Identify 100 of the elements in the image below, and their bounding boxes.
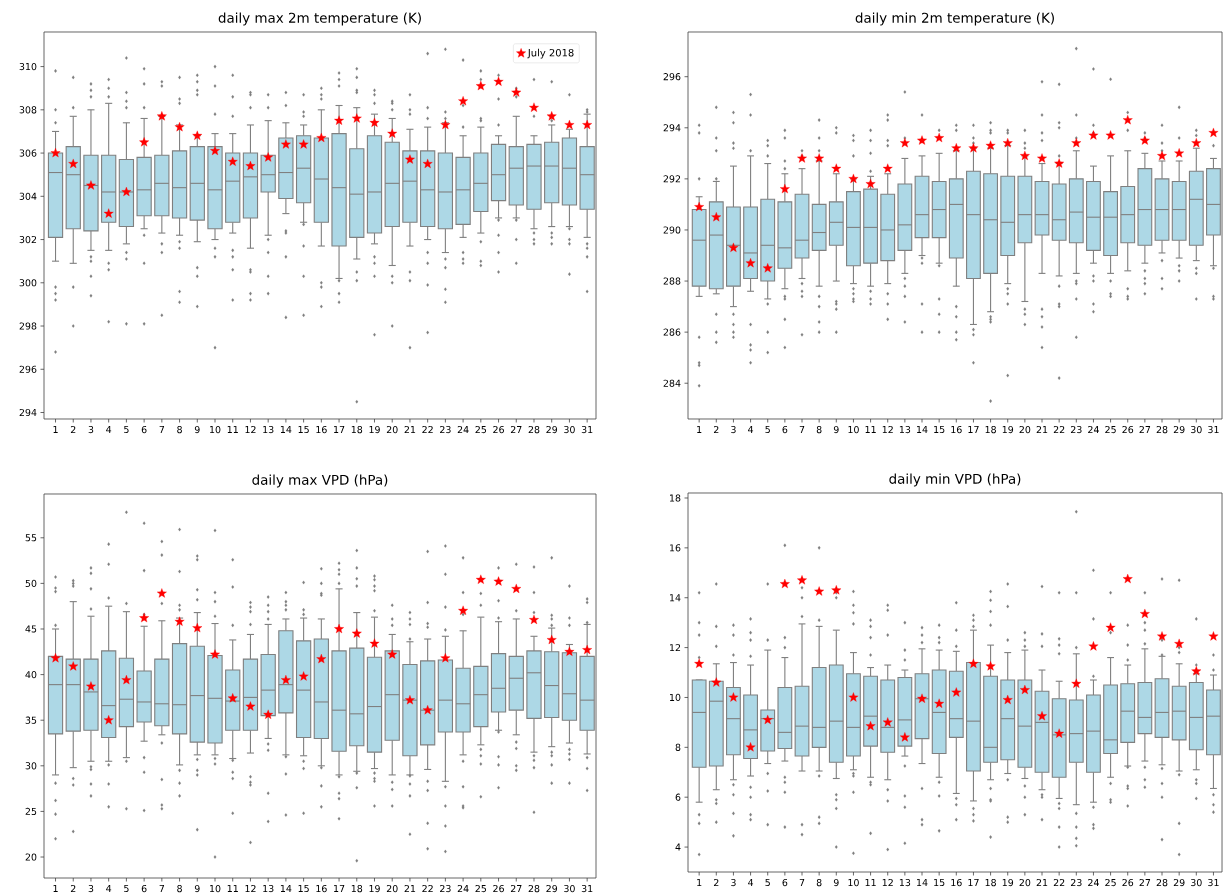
x-tick-label: 7 <box>159 426 165 433</box>
x-tick-label: 6 <box>782 425 788 434</box>
x-tick-label: 23 <box>1070 879 1082 887</box>
x-tick-label: 27 <box>1139 879 1151 887</box>
x-tick-label: 11 <box>865 879 876 886</box>
x-tick-label: 27 <box>510 885 522 893</box>
x-tick-label: 1 <box>53 885 58 892</box>
x-tick-label: 2 <box>70 426 76 434</box>
x-tick-label: 8 <box>177 885 182 893</box>
x-tick-label: 26 <box>1122 879 1134 887</box>
x-tick-label: 28 <box>1156 425 1168 434</box>
x-tick-label: 10 <box>848 425 859 434</box>
x-tick-label: 20 <box>386 885 398 893</box>
x-tick-label: 20 <box>1019 425 1031 434</box>
x-tick-label: 6 <box>141 426 147 434</box>
x-tick-label: 23 <box>1070 425 1082 434</box>
x-tick-label: 13 <box>899 425 911 434</box>
x-tick-label: 22 <box>422 426 433 434</box>
x-tick-label: 8 <box>816 879 822 887</box>
x-tick-label: 15 <box>298 885 309 893</box>
x-tick-label: 5 <box>765 879 770 887</box>
x-tick-label: 22 <box>1053 879 1065 887</box>
x-tick-label: 11 <box>227 885 238 892</box>
y-tick-label: 294 <box>19 408 37 417</box>
y-tick-label: 8 <box>675 743 681 751</box>
x-tick-label: 12 <box>882 425 893 434</box>
y-tick-label: 308 <box>19 106 37 114</box>
x-tick-label: 8 <box>177 426 182 434</box>
x-tick-label: 21 <box>1036 879 1048 887</box>
x-tick-label: 17 <box>334 426 345 433</box>
y-tick-label: 304 <box>19 192 37 200</box>
y-tick-label: 284 <box>663 379 681 387</box>
x-tick-label: 9 <box>833 879 839 887</box>
x-tick-label: 26 <box>1122 425 1134 434</box>
x-tick-label: 22 <box>1053 425 1065 434</box>
y-tick-label: 25 <box>25 807 37 815</box>
x-tick-label: 26 <box>493 426 504 434</box>
y-tick-label: 40 <box>25 671 37 679</box>
x-tick-label: 27 <box>1139 425 1151 434</box>
x-tick-label: 30 <box>564 885 575 893</box>
x-tick-label: 29 <box>546 885 558 893</box>
x-tick-label: 20 <box>386 426 398 434</box>
legend-label: July 2018 <box>527 48 574 59</box>
x-tick-label: 5 <box>124 885 129 893</box>
x-tick-label: 14 <box>917 425 928 433</box>
x-tick-label: 31 <box>1208 425 1219 434</box>
x-tick-label: 12 <box>245 426 256 434</box>
x-tick-label: 18 <box>351 426 363 434</box>
x-tick-label: 12 <box>245 885 256 893</box>
y-tick-label: 16 <box>670 544 681 552</box>
x-tick-label: 19 <box>1002 425 1014 434</box>
x-tick-label: 31 <box>581 885 593 893</box>
x-tick-label: 13 <box>263 885 274 893</box>
x-tick-label: 19 <box>1002 879 1014 887</box>
x-tick-label: 15 <box>934 425 945 434</box>
x-tick-label: 19 <box>369 885 380 893</box>
x-tick-label: 28 <box>528 885 540 893</box>
y-tick-label: 296 <box>19 365 37 373</box>
x-tick-label: 2 <box>713 879 719 887</box>
x-tick-label: 9 <box>833 425 839 434</box>
y-tick-label: 296 <box>663 73 681 81</box>
x-tick-label: 30 <box>564 426 575 434</box>
x-tick-label: 25 <box>475 885 487 893</box>
x-tick-label: 12 <box>882 879 893 887</box>
x-tick-label: 21 <box>404 426 416 434</box>
x-tick-label: 14 <box>917 879 928 886</box>
x-tick-label: 17 <box>334 885 345 892</box>
x-tick-label: 16 <box>951 879 962 887</box>
x-tick-label: 14 <box>280 426 292 433</box>
x-tick-label: 25 <box>1105 425 1116 434</box>
x-tick-label: 28 <box>1156 879 1168 887</box>
x-tick-label: 3 <box>88 885 94 893</box>
x-tick-label: 11 <box>865 425 876 433</box>
x-tick-label: 26 <box>493 885 504 893</box>
y-tick-label: 4 <box>675 843 681 851</box>
x-tick-label: 23 <box>440 426 451 434</box>
x-tick-label: 5 <box>124 426 129 434</box>
x-tick-label: 7 <box>159 885 165 892</box>
x-tick-label: 21 <box>404 885 416 893</box>
x-tick-label: 31 <box>581 426 593 434</box>
x-tick-label: 7 <box>799 879 805 886</box>
x-tick-label: 24 <box>457 885 469 893</box>
y-tick-label: 300 <box>19 279 37 287</box>
x-tick-label: 19 <box>369 426 380 434</box>
x-tick-label: 9 <box>194 885 200 893</box>
y-tick-label: 14 <box>670 594 681 602</box>
x-tick-label: 17 <box>968 425 979 433</box>
y-tick-label: 302 <box>19 235 37 244</box>
y-tick-label: 50 <box>25 579 37 587</box>
x-tick-label: 29 <box>1173 879 1185 887</box>
y-tick-label: 290 <box>663 226 681 234</box>
x-tick-label: 6 <box>141 885 147 893</box>
x-tick-label: 4 <box>748 425 754 433</box>
y-tick-label: 286 <box>663 328 681 336</box>
y-tick-label: 10 <box>670 693 681 702</box>
chart-title: daily min VPD (hPa) <box>889 473 1021 487</box>
x-tick-label: 16 <box>951 425 962 434</box>
chart-title: daily min 2m temperature (K) <box>855 12 1054 26</box>
y-tick-label: 30 <box>25 762 37 770</box>
y-tick-label: 6 <box>675 793 681 801</box>
